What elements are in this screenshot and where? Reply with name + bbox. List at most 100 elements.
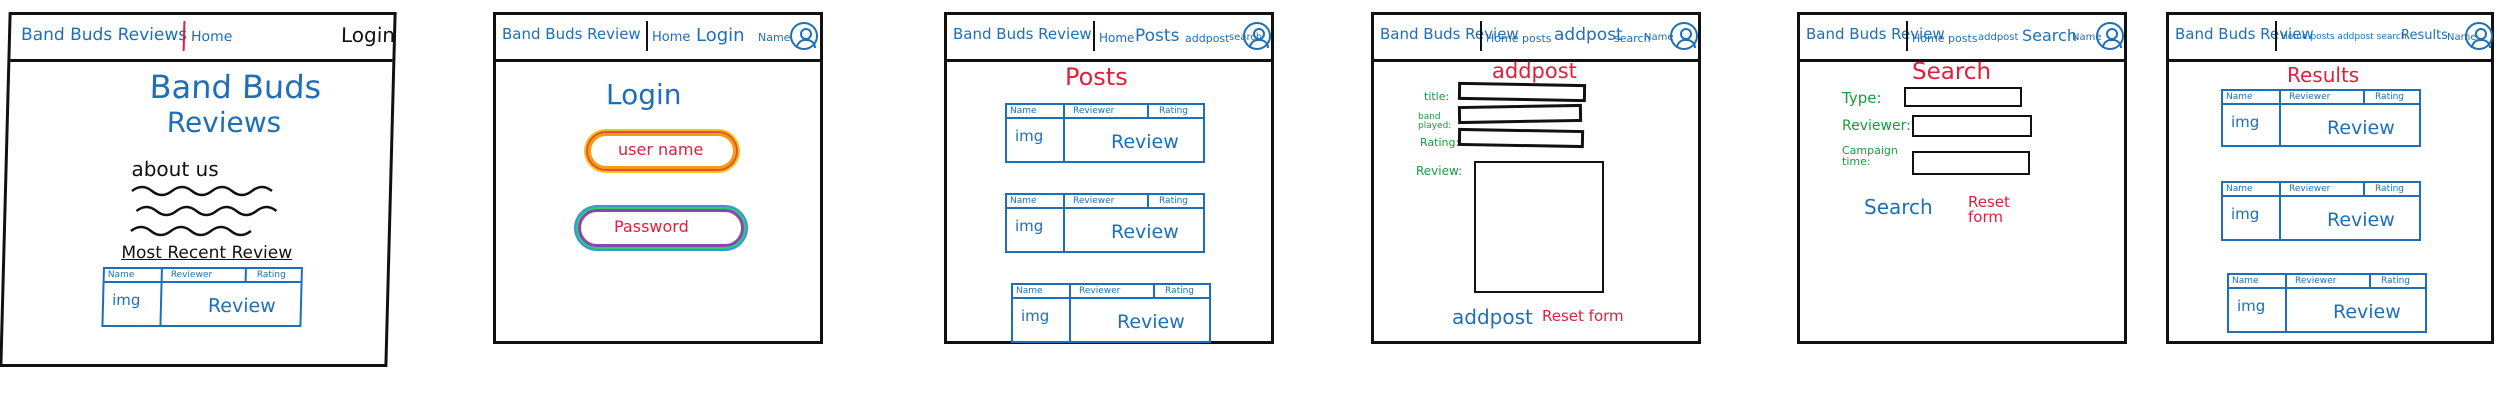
nav-search-link[interactable]: search: [1614, 32, 1651, 45]
col-reviewer-header: Reviewer: [170, 270, 213, 280]
rating-label: Rating:: [1420, 136, 1460, 149]
review-image: img: [2237, 297, 2266, 315]
review-card[interactable]: Name Reviewer Rating img Review: [2221, 181, 2421, 241]
wireframe-login: Band Buds Review Home Login Name Login u…: [493, 12, 823, 344]
nav-home-link[interactable]: Home: [1099, 31, 1135, 45]
col-name-header: Name: [1016, 286, 1043, 296]
username-input[interactable]: [588, 133, 736, 169]
nav-login-link[interactable]: Login: [696, 25, 745, 46]
campaign-time-label: Campaign time:: [1842, 144, 1898, 168]
nav-addpost-link[interactable]: addpost: [1554, 25, 1623, 45]
col-rating-header: Rating: [1159, 196, 1189, 206]
review-image: img: [1015, 127, 1044, 145]
brand-logo[interactable]: Band Buds Review: [1380, 25, 1519, 43]
addpost-button[interactable]: addpost: [1452, 305, 1533, 329]
campaign-time-input[interactable]: [1912, 151, 2030, 175]
review-text: Review: [2327, 209, 2395, 231]
col-reviewer-header: Reviewer: [1079, 286, 1121, 296]
review-text: Review: [2333, 301, 2401, 323]
avatar-icon[interactable]: [2465, 22, 2493, 50]
nav-name-link[interactable]: Name: [758, 31, 791, 44]
col-rating-header: Rating: [1165, 286, 1195, 296]
nav-name-link[interactable]: Name: [2072, 32, 2102, 43]
wireframe-results: Band Buds Review Home posts addpost sear…: [2166, 12, 2494, 344]
nav-name-link[interactable]: Name: [1644, 32, 1674, 43]
review-card[interactable]: Name Reviewer Rating img Review: [1011, 283, 1211, 343]
nav-login-link[interactable]: Login: [340, 23, 396, 47]
review-image: img: [1021, 307, 1050, 325]
review-text: Review: [1117, 311, 1185, 333]
nav-posts-link[interactable]: posts: [1948, 32, 1978, 45]
review-textarea[interactable]: [1474, 161, 1604, 293]
review-image: img: [2231, 205, 2260, 223]
review-text: Review: [2327, 117, 2395, 139]
review-card[interactable]: Name Reviewer Rating img Review: [2227, 273, 2427, 333]
recent-review-heading: Most Recent Review: [121, 243, 293, 263]
review-card[interactable]: Name Reviewer Rating img Review: [1005, 103, 1205, 163]
nav-name-link[interactable]: Name: [2447, 32, 2477, 43]
nav-search-link[interactable]: Search: [2022, 26, 2077, 45]
page-title-line2: Reviews: [166, 106, 282, 139]
avatar-icon[interactable]: [1670, 22, 1698, 50]
nav-posts-link[interactable]: Posts: [1135, 26, 1180, 46]
col-name-header: Name: [2226, 92, 2253, 102]
title-label: title:: [1424, 90, 1450, 103]
col-rating-header: Rating: [2381, 276, 2411, 286]
col-reviewer-header: Reviewer: [2289, 92, 2331, 102]
band-played-input[interactable]: [1457, 103, 1583, 125]
reviewer-label: Reviewer:: [1842, 118, 1911, 134]
password-placeholder: Password: [614, 217, 689, 236]
col-rating-header: Rating: [256, 270, 286, 280]
brand-logo[interactable]: Band Buds Review: [1806, 25, 1945, 43]
navbar: Band Buds Review Home posts addpost sear…: [1374, 15, 1698, 62]
navbar: Band Buds Reviews Home Login: [10, 15, 396, 62]
wireframe-addpost: Band Buds Review Home posts addpost sear…: [1371, 12, 1701, 344]
navbar: Band Buds Review Home posts addpost Sear…: [1800, 15, 2124, 62]
navbar: Band Buds Review Home Login Name: [496, 15, 820, 62]
avatar-icon[interactable]: [2096, 22, 2124, 50]
col-reviewer-header: Reviewer: [1073, 106, 1115, 116]
col-reviewer-header: Reviewer: [1073, 196, 1115, 206]
review-image: img: [2231, 113, 2260, 131]
col-name-header: Name: [107, 270, 135, 280]
brand-logo[interactable]: Band Buds Review: [2175, 25, 2314, 43]
brand-logo[interactable]: Band Buds Review: [502, 25, 641, 43]
nav-addpost-link[interactable]: addpost: [1185, 32, 1230, 45]
nav-home-link[interactable]: Home: [1912, 32, 1945, 45]
wireframe-search: Band Buds Review Home posts addpost Sear…: [1797, 12, 2127, 344]
navbar: Band Buds Review Home Posts addpost sear…: [947, 15, 1271, 62]
review-card[interactable]: Name Reviewer Rating img Review: [101, 267, 303, 327]
avatar-icon[interactable]: [1243, 22, 1271, 50]
title-input[interactable]: [1457, 81, 1587, 103]
review-text: Review: [1111, 221, 1179, 243]
nav-posts-link[interactable]: posts: [1522, 32, 1552, 45]
reset-form-button[interactable]: Reset form: [1968, 193, 2010, 226]
col-name-header: Name: [1010, 106, 1037, 116]
rating-input[interactable]: [1457, 127, 1585, 149]
brand-logo[interactable]: Band Buds Reviews: [20, 25, 188, 45]
col-reviewer-header: Reviewer: [2295, 276, 2337, 286]
col-rating-header: Rating: [2375, 184, 2405, 194]
page-title: Login: [606, 78, 682, 111]
search-button[interactable]: Search: [1864, 195, 1933, 219]
review-image: img: [1015, 217, 1044, 235]
nav-home-link[interactable]: Home: [1486, 32, 1519, 45]
page-title: Search: [1912, 59, 1992, 85]
password-input[interactable]: [578, 209, 744, 247]
nav-addpost-link[interactable]: addpost: [1978, 32, 2019, 43]
band-played-label: band played:: [1418, 112, 1452, 131]
review-card[interactable]: Name Reviewer Rating img Review: [1005, 193, 1205, 253]
nav-links[interactable]: Home posts addpost search: [2281, 32, 2407, 42]
review-card[interactable]: Name Reviewer Rating img Review: [2221, 89, 2421, 147]
col-name-header: Name: [2226, 184, 2253, 194]
type-input[interactable]: [1904, 87, 2022, 107]
nav-results-link[interactable]: Results: [2401, 28, 2448, 43]
reviewer-input[interactable]: [1912, 115, 2032, 137]
brand-logo[interactable]: Band Buds Review: [953, 25, 1092, 43]
nav-home-link[interactable]: Home: [190, 29, 233, 45]
reset-form-button[interactable]: Reset form: [1542, 307, 1624, 325]
about-text-scribble: [130, 185, 278, 237]
avatar-icon[interactable]: [790, 22, 818, 50]
nav-home-link[interactable]: Home: [652, 30, 691, 45]
review-label: Review:: [1416, 164, 1463, 178]
